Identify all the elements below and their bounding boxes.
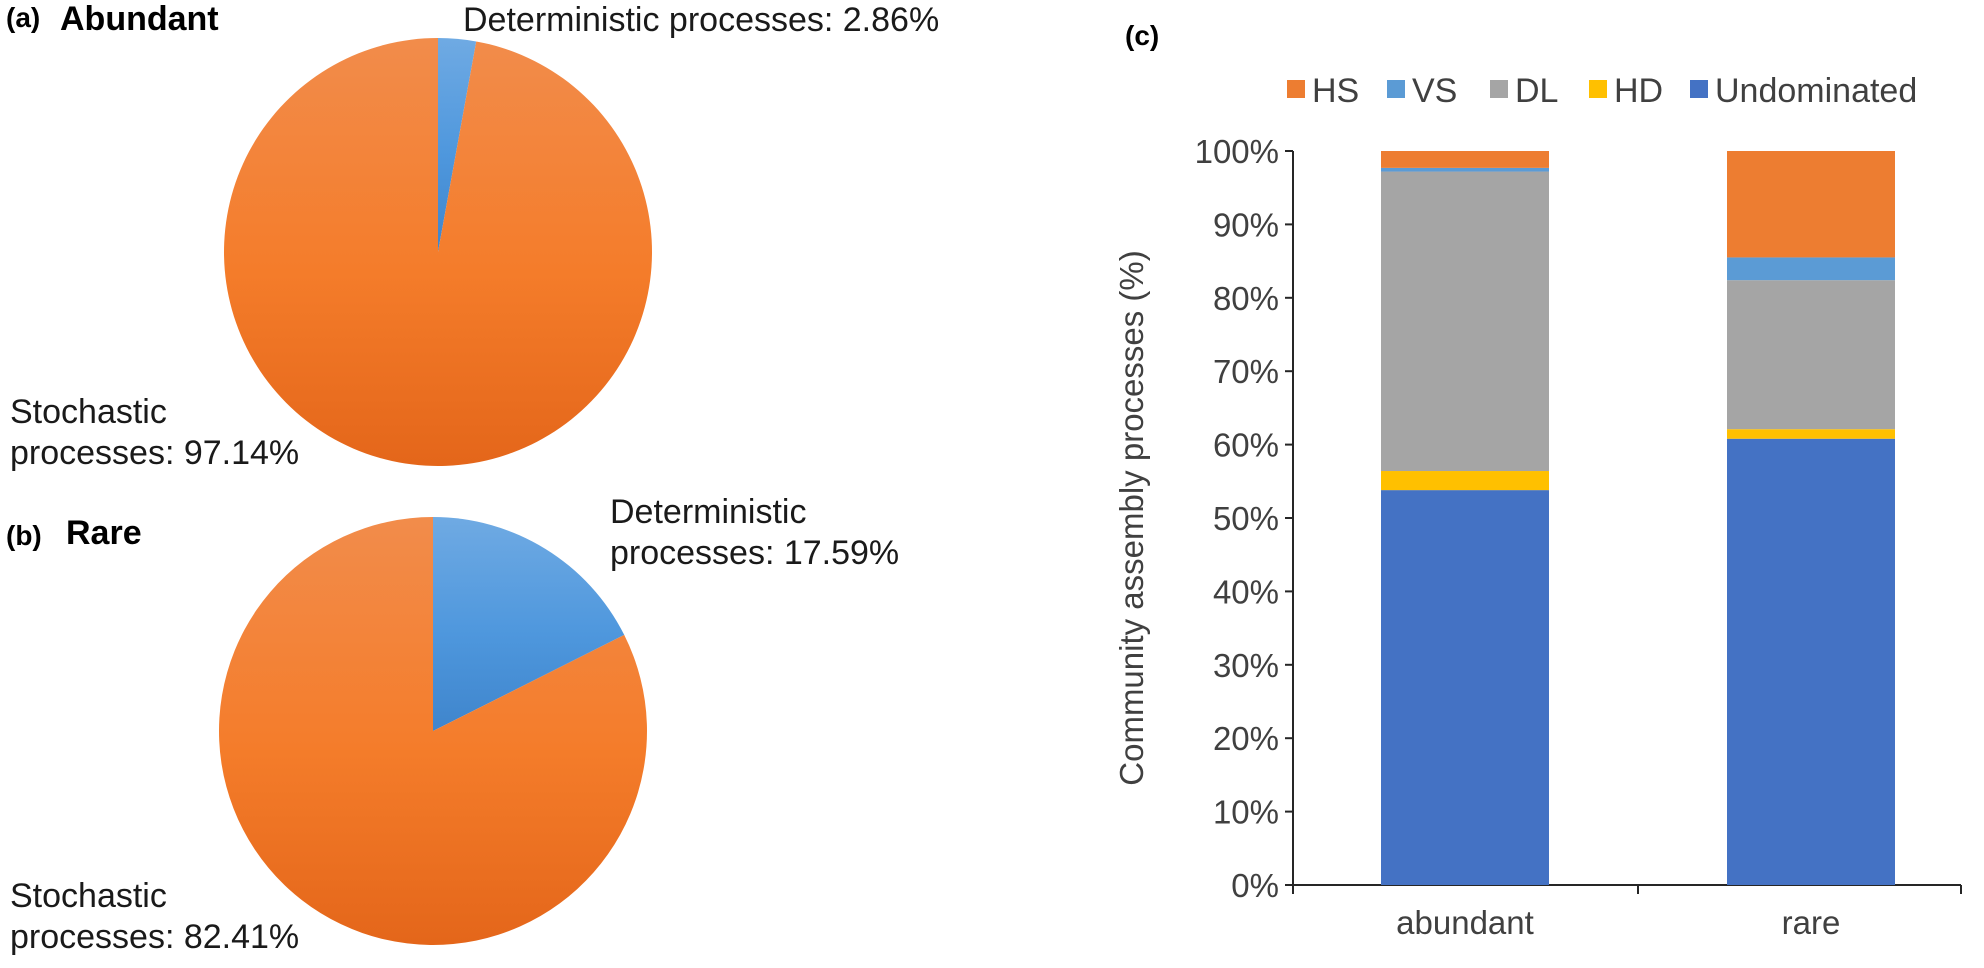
y-axis-label: Community assembly processes (%) <box>1113 250 1150 785</box>
y-tick-label: 80% <box>1213 280 1279 317</box>
pie-chart-abundant <box>223 38 652 466</box>
pie-b-stochastic-label-line1: Stochastic <box>10 877 167 915</box>
y-tick-label: 60% <box>1213 427 1279 464</box>
pie-b-deterministic-label-line1: Deterministic <box>610 493 807 531</box>
legend-label-vs: VS <box>1412 72 1457 110</box>
bar-segment-hs-rare <box>1727 151 1895 258</box>
bar-segment-undominated-rare <box>1727 438 1895 885</box>
bar-segment-hs-abundant <box>1381 151 1549 168</box>
y-tick-label: 40% <box>1213 573 1279 610</box>
pie-b-stochastic-label: Stochastic processes: 82.41% <box>10 876 299 958</box>
y-tick-label: 50% <box>1213 500 1279 537</box>
y-tick-label: 10% <box>1213 794 1279 831</box>
legend-swatch-vs <box>1387 80 1405 98</box>
legend-label-hd: HD <box>1614 72 1663 110</box>
bar-segment-hd-abundant <box>1381 471 1549 491</box>
pie-slice-deterministic <box>433 517 625 731</box>
bar-segment-vs-abundant <box>1381 167 1549 172</box>
y-tick-label: 70% <box>1213 353 1279 390</box>
y-tick-label: 90% <box>1213 206 1279 243</box>
y-tick-label: 20% <box>1213 720 1279 757</box>
x-tick-label: abundant <box>1396 904 1534 941</box>
legend-label-dl: DL <box>1515 72 1558 110</box>
pie-slice-stochastic <box>218 517 648 945</box>
pie-slice-stochastic <box>223 38 652 466</box>
panel-b-title: Rare <box>66 514 142 552</box>
panel-a-letter: (a) <box>6 2 41 33</box>
legend-swatch-undominated <box>1690 80 1708 98</box>
x-tick-label: rare <box>1782 904 1841 941</box>
panel-a-title: Abundant <box>60 0 219 38</box>
panel-b-letter: (b) <box>6 520 42 551</box>
pie-chart-rare <box>218 517 648 945</box>
pie-a-stochastic-label: Stochastic processes: 97.14% <box>10 392 299 474</box>
bar-segment-hd-rare <box>1727 429 1895 439</box>
legend-label-undominated: Undominated <box>1715 72 1917 110</box>
legend-swatch-dl <box>1490 80 1508 98</box>
pie-b-deterministic-label: Deterministic processes: 17.59% <box>610 492 899 574</box>
y-tick-label: 100% <box>1195 133 1279 170</box>
bar-segment-vs-rare <box>1727 257 1895 281</box>
pie-a-stochastic-label-line1: Stochastic <box>10 393 167 431</box>
panel-c-letter: (c) <box>1125 20 1160 51</box>
pie-a-stochastic-label-line2: processes: 97.14% <box>10 434 300 472</box>
legend-swatch-hd <box>1589 80 1607 98</box>
y-tick-label: 0% <box>1231 867 1279 904</box>
bar-segment-undominated-abundant <box>1381 490 1549 885</box>
bar-segment-dl-abundant <box>1381 171 1549 472</box>
legend-swatch-hs <box>1287 80 1305 98</box>
bar-segment-dl-rare <box>1727 280 1895 430</box>
legend-label-hs: HS <box>1312 72 1359 110</box>
pie-b-deterministic-label-line2: processes: 17.59% <box>610 534 900 572</box>
y-tick-label: 30% <box>1213 647 1279 684</box>
pie-slice-deterministic <box>438 38 477 252</box>
pie-b-stochastic-label-line2: processes: 82.41% <box>10 918 300 956</box>
pie-a-deterministic-label: Deterministic processes: 2.86% <box>463 1 940 39</box>
